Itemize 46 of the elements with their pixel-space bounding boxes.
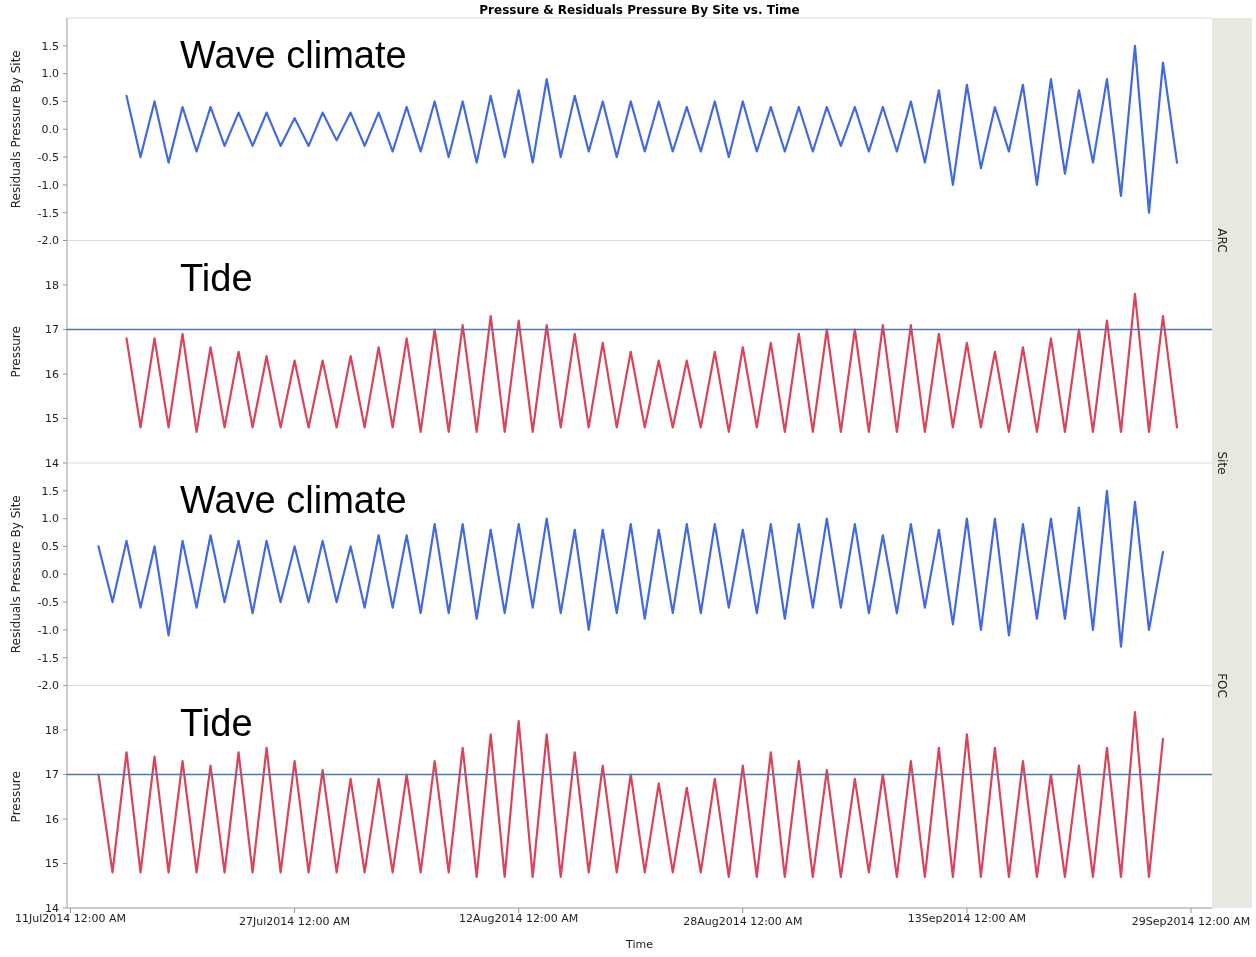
- y-tick-label: 1.0: [41, 512, 59, 526]
- text: FOC: [1215, 673, 1229, 698]
- x-axis-title: Time: [625, 938, 654, 951]
- y-tick-label: 0.5: [41, 540, 59, 554]
- y-tick-label: 16: [45, 367, 59, 381]
- x-tick-label: 11Jul2014 12:00 AM: [15, 912, 126, 925]
- y-axis-title: Residuals Pressure By Site: [9, 50, 23, 209]
- y-tick-label: 1.5: [41, 484, 59, 498]
- y-tick-label: 15: [45, 857, 59, 871]
- y-axis-title: Residuals Pressure By Site: [9, 495, 23, 654]
- y-tick-label: 15: [45, 412, 59, 426]
- y-axis-title: Pressure: [9, 771, 23, 823]
- y-tick-label: -1.5: [37, 651, 59, 665]
- y-tick-label: -0.5: [37, 595, 59, 609]
- y-tick-label: -1.0: [37, 178, 59, 192]
- y-tick-label: -0.5: [37, 150, 59, 164]
- annotation: Wave climate: [180, 34, 407, 76]
- y-tick-label: 16: [45, 812, 59, 826]
- annotation: Wave climate: [180, 479, 407, 521]
- y-tick-label: 17: [45, 323, 59, 337]
- x-tick-label: 13Sep2014 12:00 AM: [907, 912, 1027, 925]
- y-tick-label: -2.0: [37, 679, 59, 693]
- annotation: Tide: [180, 701, 253, 744]
- x-tick-label: 28Aug2014 12:00 AM: [683, 915, 803, 928]
- y-tick-label: 0.0: [41, 568, 59, 582]
- annotation: Tide: [180, 256, 253, 299]
- y-tick-label: 14: [45, 456, 59, 470]
- x-tick-label: 12Aug2014 12:00 AM: [459, 912, 579, 925]
- y-tick-label: 14: [45, 901, 59, 915]
- text: Site: [1215, 451, 1229, 475]
- x-tick-label: 29Sep2014 12:00 AM: [1131, 915, 1251, 928]
- y-tick-label: -1.0: [37, 623, 59, 637]
- y-tick-label: 0.0: [41, 123, 59, 137]
- y-tick-label: 0.5: [41, 95, 59, 109]
- y-tick-label: -1.5: [37, 206, 59, 220]
- y-axis-title: Pressure: [9, 326, 23, 378]
- y-tick-label: -2.0: [37, 234, 59, 248]
- chart-title: Pressure & Residuals Pressure By Site vs. Time: [479, 3, 800, 17]
- y-tick-label: 18: [45, 723, 59, 737]
- y-tick-label: 18: [45, 278, 59, 292]
- y-tick-label: 1.5: [41, 39, 59, 53]
- y-tick-label: 17: [45, 768, 59, 782]
- text: ARC: [1215, 228, 1229, 253]
- line-series: [125, 292, 1179, 433]
- x-tick-label: 27Jul2014 12:00 AM: [239, 915, 351, 928]
- y-tick-label: 1.0: [41, 67, 59, 81]
